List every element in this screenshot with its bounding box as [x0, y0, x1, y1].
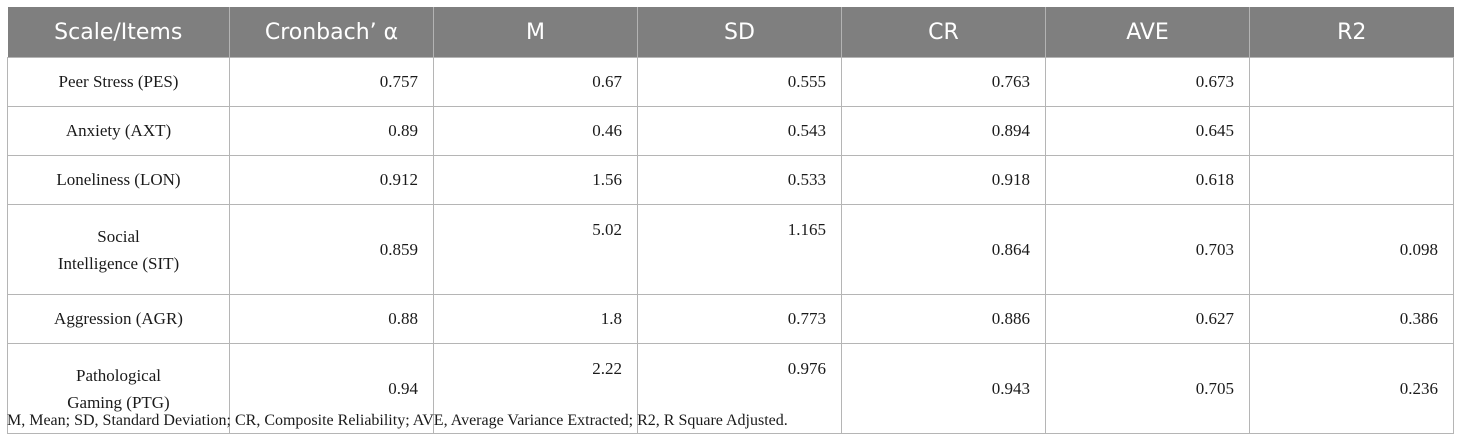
- cell-alpha: 0.89: [229, 106, 434, 156]
- cell-r2: 0.098: [1249, 204, 1454, 295]
- cell-ave: 0.645: [1045, 106, 1250, 156]
- cell-mean: 5.02: [433, 204, 638, 295]
- cell-sd: 0.543: [637, 106, 842, 156]
- cell-alpha: 0.912: [229, 155, 434, 205]
- cell-mean: 2.22: [433, 343, 638, 434]
- table-row: Pathological Gaming (PTG) 0.94 2.22 0.97…: [7, 343, 1454, 434]
- table-container: Scale/Items Cronbach’ α M SD CR AVE R2 P…: [7, 7, 1454, 434]
- header-sd: SD: [637, 7, 842, 58]
- cell-cr: 0.886: [841, 294, 1046, 344]
- cell-cr: 0.864: [841, 204, 1046, 295]
- cell-alpha: 0.94: [229, 343, 434, 434]
- header-r2: R2: [1249, 7, 1454, 58]
- header-mean: M: [433, 7, 638, 58]
- table-row: Aggression (AGR) 0.88 1.8 0.773 0.886 0.…: [7, 294, 1454, 344]
- cell-mean: 1.8: [433, 294, 638, 344]
- cell-r2: [1249, 57, 1454, 107]
- cell-sd: 1.165: [637, 204, 842, 295]
- table-row: Social Intelligence (SIT) 0.859 5.02 1.1…: [7, 204, 1454, 295]
- header-cronbach-alpha: Cronbach’ α: [229, 7, 434, 58]
- row-label: Loneliness (LON): [7, 155, 230, 205]
- statistics-table: Scale/Items Cronbach’ α M SD CR AVE R2 P…: [7, 7, 1454, 434]
- cell-cr: 0.894: [841, 106, 1046, 156]
- table-row: Anxiety (AXT) 0.89 0.46 0.543 0.894 0.64…: [7, 106, 1454, 156]
- cell-mean: 1.56: [433, 155, 638, 205]
- header-ave: AVE: [1045, 7, 1250, 58]
- cell-ave: 0.703: [1045, 204, 1250, 295]
- row-label: Aggression (AGR): [7, 294, 230, 344]
- table-row: Loneliness (LON) 0.912 1.56 0.533 0.918 …: [7, 155, 1454, 205]
- row-label-line-1: Pathological: [76, 365, 161, 385]
- row-label-line-2: Intelligence (SIT): [57, 253, 180, 273]
- cell-r2: [1249, 155, 1454, 205]
- cell-sd: 0.555: [637, 57, 842, 107]
- row-label: Anxiety (AXT): [7, 106, 230, 156]
- cell-cr: 0.763: [841, 57, 1046, 107]
- row-label-line-2: Gaming (PTG): [67, 392, 170, 412]
- header-cr: CR: [841, 7, 1046, 58]
- cell-cr: 0.943: [841, 343, 1046, 434]
- row-label: Social Intelligence (SIT): [7, 204, 230, 295]
- table-row: Peer Stress (PES) 0.757 0.67 0.555 0.763…: [7, 57, 1454, 107]
- header-row: Scale/Items Cronbach’ α M SD CR AVE R2: [7, 7, 1454, 58]
- row-label: Pathological Gaming (PTG): [7, 343, 230, 434]
- cell-sd: 0.533: [637, 155, 842, 205]
- cell-alpha: 0.88: [229, 294, 434, 344]
- cell-ave: 0.673: [1045, 57, 1250, 107]
- cell-cr: 0.918: [841, 155, 1046, 205]
- row-label: Peer Stress (PES): [7, 57, 230, 107]
- cell-sd: 0.976: [637, 343, 842, 434]
- cell-sd: 0.773: [637, 294, 842, 344]
- cell-ave: 0.618: [1045, 155, 1250, 205]
- row-label-line-1: Social: [97, 226, 140, 246]
- cell-mean: 0.46: [433, 106, 638, 156]
- cell-r2: 0.236: [1249, 343, 1454, 434]
- cell-alpha: 0.757: [229, 57, 434, 107]
- cell-r2: 0.386: [1249, 294, 1454, 344]
- cell-ave: 0.705: [1045, 343, 1250, 434]
- header-scale-items: Scale/Items: [7, 7, 230, 58]
- cell-ave: 0.627: [1045, 294, 1250, 344]
- table-footnote: M, Mean; SD, Standard Deviation; CR, Com…: [7, 412, 788, 429]
- cell-mean: 0.67: [433, 57, 638, 107]
- cell-r2: [1249, 106, 1454, 156]
- cell-alpha: 0.859: [229, 204, 434, 295]
